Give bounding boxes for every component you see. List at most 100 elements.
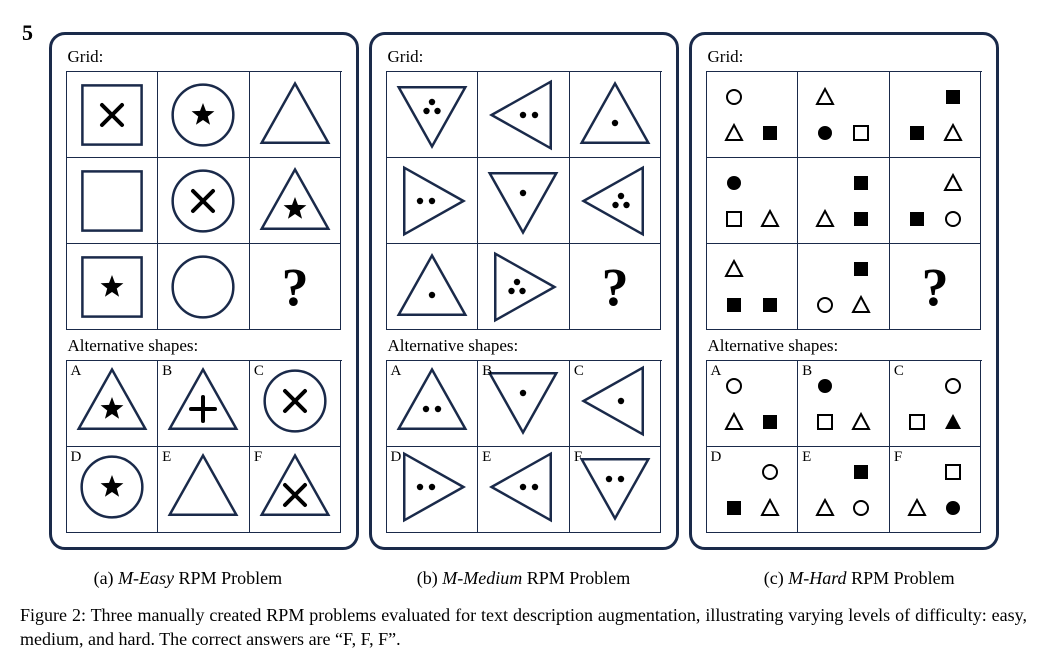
grid-cell (67, 244, 159, 330)
alternative-letter: B (162, 363, 172, 380)
grid-cell (158, 244, 250, 330)
shape-triangle-up (166, 364, 240, 438)
alternative-letter: F (894, 449, 902, 466)
shape-triangle-right (395, 450, 469, 524)
alternative-letter: A (391, 363, 402, 380)
figure-caption: Figure 2: Three manually created RPM pro… (20, 603, 1027, 652)
grid-label: Grid: (388, 47, 662, 67)
alternative-cell: E (478, 447, 570, 533)
alternative-cell: C (570, 361, 662, 447)
alternative-letter: D (391, 449, 402, 466)
alternative-cell: A (387, 361, 479, 447)
rpm-panel: Grid:? Alternative shapes: A B C D EF (49, 32, 359, 550)
grid-cell (798, 244, 890, 330)
shape-triangle-right (486, 250, 560, 324)
rpm-panel: Grid:?Alternative shapes:ABCDEF (689, 32, 999, 550)
multi-shape-cell (808, 455, 878, 525)
shape-triangle-down (395, 78, 469, 152)
problem-grid: ? (706, 71, 982, 330)
grid-cell (890, 72, 982, 158)
grid-cell (387, 244, 479, 330)
shape-triangle-up (395, 250, 469, 324)
shape-circle (166, 78, 240, 152)
shape-triangle-up (166, 450, 240, 524)
shape-triangle-up (578, 78, 652, 152)
multi-shape-cell (900, 455, 970, 525)
multi-shape-cell (808, 80, 878, 150)
multi-shape-cell (717, 252, 787, 322)
shape-triangle-left (486, 450, 560, 524)
alternative-letter: D (71, 449, 82, 466)
grid-cell (707, 158, 799, 244)
subcaption: (b) M-Medium RPM Problem (356, 568, 692, 589)
grid-cell (387, 72, 479, 158)
grid-label: Grid: (68, 47, 342, 67)
multi-shape-cell (900, 80, 970, 150)
grid-cell (250, 72, 342, 158)
multi-shape-cell (808, 369, 878, 439)
alternative-letter: C (574, 363, 584, 380)
alternative-cell: E (158, 447, 250, 533)
shape-triangle-down (486, 364, 560, 438)
shape-triangle-up (395, 364, 469, 438)
grid-cell (478, 158, 570, 244)
alternative-cell: B (158, 361, 250, 447)
alternative-letter: B (482, 363, 492, 380)
question-mark: ? (922, 256, 949, 318)
alternative-cell: B (478, 361, 570, 447)
alternative-letter: E (482, 449, 491, 466)
subcaption: (a) M-Easy RPM Problem (20, 568, 356, 589)
alternative-letter: B (802, 363, 812, 380)
alternatives-label: Alternative shapes: (68, 336, 342, 356)
shape-triangle-up (258, 164, 332, 238)
grid-cell: ? (250, 244, 342, 330)
shape-circle (75, 450, 149, 524)
shape-triangle-left (578, 364, 652, 438)
grid-cell (798, 72, 890, 158)
multi-shape-cell (717, 455, 787, 525)
multi-shape-cell (808, 166, 878, 236)
shape-triangle-up (258, 78, 332, 152)
alternative-letter: F (574, 449, 582, 466)
grid-cell (890, 158, 982, 244)
alternative-letter: A (71, 363, 82, 380)
multi-shape-cell (900, 166, 970, 236)
grid-cell: ? (570, 244, 662, 330)
alternative-cell: F (570, 447, 662, 533)
shape-square (75, 250, 149, 324)
rpm-panel: Grid:?Alternative shapes:ABCDEF (369, 32, 679, 550)
multi-shape-cell (900, 369, 970, 439)
grid-cell (478, 72, 570, 158)
grid-cell (798, 158, 890, 244)
shape-triangle-up (75, 364, 149, 438)
grid-cell (387, 158, 479, 244)
multi-shape-cell (717, 166, 787, 236)
subcaptions-row: (a) M-Easy RPM Problem(b) M-Medium RPM P… (20, 568, 1027, 589)
grid-cell (67, 158, 159, 244)
alternatives-grid: ABCDEF (706, 360, 982, 533)
alternative-cell: F (250, 447, 342, 533)
alternative-cell: B (798, 361, 890, 447)
shape-square (75, 78, 149, 152)
alternative-letter: F (254, 449, 262, 466)
shape-circle (258, 364, 332, 438)
shape-triangle-down (578, 450, 652, 524)
question-mark: ? (282, 256, 309, 318)
alternative-letter: D (711, 449, 722, 466)
alternative-letter: E (802, 449, 811, 466)
alternative-cell: E (798, 447, 890, 533)
alternative-cell: D (707, 447, 799, 533)
shape-circle (166, 164, 240, 238)
grid-cell (67, 72, 159, 158)
shape-triangle-down (486, 164, 560, 238)
problem-grid: ? (386, 71, 662, 330)
alternative-letter: A (711, 363, 722, 380)
grid-cell (158, 158, 250, 244)
alternative-cell: A (67, 361, 159, 447)
shape-triangle-left (578, 164, 652, 238)
alternative-letter: C (254, 363, 264, 380)
alternative-cell: C (250, 361, 342, 447)
grid-label: Grid: (708, 47, 982, 67)
alternative-cell: F (890, 447, 982, 533)
figure-panels: Grid:?Alternative shapes:ABCDEFGrid:?Alt… (20, 32, 1027, 550)
